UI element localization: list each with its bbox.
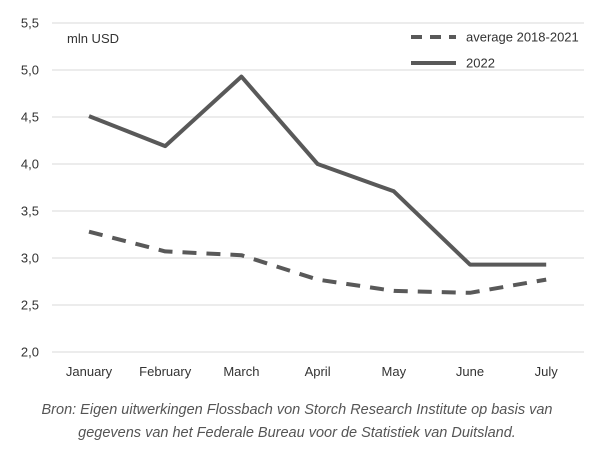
y-tick-label: 2,0 [21, 345, 39, 360]
y-tick-label: 2,5 [21, 298, 39, 313]
x-tick-label: March [223, 364, 259, 379]
source-caption: Bron: Eigen uitwerkingen Flossbach von S… [0, 399, 594, 445]
y-axis-ticks: 2,0 2,5 3,0 3,5 4,0 4,5 5,0 5,5 [21, 16, 39, 360]
unit-label: mln USD [67, 31, 119, 46]
x-tick-label: July [535, 364, 559, 379]
x-tick-label: February [139, 364, 192, 379]
legend-label: 2022 [466, 56, 495, 71]
y-tick-label: 5,5 [21, 16, 39, 31]
y-tick-label: 3,0 [21, 251, 39, 266]
line-chart: 2,0 2,5 3,0 3,5 4,0 4,5 5,0 5,5 January February… [21, 16, 584, 379]
y-tick-label: 5,0 [21, 63, 39, 78]
x-tick-label: June [456, 364, 484, 379]
y-tick-label: 4,0 [21, 157, 39, 172]
series-line-average [88, 229, 547, 295]
series-lines [88, 74, 547, 295]
legend: average 2018-2021 2022 [411, 30, 579, 71]
x-tick-label: January [66, 364, 113, 379]
y-tick-label: 3,5 [21, 204, 39, 219]
x-tick-label: April [305, 364, 331, 379]
y-tick-label: 4,5 [21, 110, 39, 125]
caption-line-2: gegevens van het Federale Bureau voor de… [78, 425, 516, 441]
gridlines [52, 22, 584, 353]
x-tick-label: May [382, 364, 407, 379]
x-axis-ticks: January February March April May June July [66, 364, 558, 379]
legend-label: average 2018-2021 [466, 30, 579, 45]
caption-line-1: Bron: Eigen uitwerkingen Flossbach von S… [41, 402, 553, 418]
series-line-2022 [88, 74, 547, 267]
chart-canvas: 2,0 2,5 3,0 3,5 4,0 4,5 5,0 5,5 January February… [21, 16, 584, 379]
